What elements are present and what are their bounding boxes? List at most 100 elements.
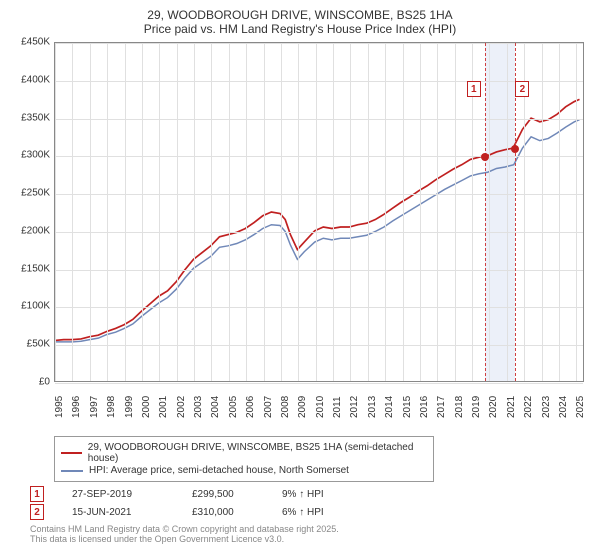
- gridline-v: [177, 43, 178, 381]
- series-price_paid: [55, 99, 580, 340]
- gridline-v: [420, 43, 421, 381]
- sale-dashed-line: [485, 43, 486, 381]
- sale-price: £310,000: [192, 507, 282, 518]
- gridline-v: [385, 43, 386, 381]
- chart-container: 29, WOODBOROUGH DRIVE, WINSCOMBE, BS25 1…: [0, 0, 600, 548]
- gridline-v: [194, 43, 195, 381]
- y-tick-label: £100K: [21, 301, 50, 312]
- x-tick-label: 2000: [141, 396, 152, 418]
- title-address: 29, WOODBOROUGH DRIVE, WINSCOMBE, BS25 1…: [10, 8, 590, 22]
- sale-number-badge: 1: [30, 486, 44, 502]
- x-tick-label: 2022: [523, 396, 534, 418]
- x-tick-label: 2023: [541, 396, 552, 418]
- x-tick-label: 2001: [158, 396, 169, 418]
- x-tick-label: 2015: [402, 396, 413, 418]
- gridline-v: [316, 43, 317, 381]
- plot-area: 12: [54, 42, 584, 382]
- gridline-v: [298, 43, 299, 381]
- y-tick-label: £450K: [21, 37, 50, 48]
- legend-text: HPI: Average price, semi-detached house,…: [89, 465, 349, 476]
- x-tick-label: 2012: [349, 396, 360, 418]
- gridline-v: [142, 43, 143, 381]
- sale-row: 215-JUN-2021£310,0006% ↑ HPI: [30, 504, 590, 520]
- gridline-h: [55, 156, 583, 157]
- x-axis-ticks: 1995199619971998199920002001200220032004…: [54, 402, 584, 432]
- legend-text: 29, WOODBOROUGH DRIVE, WINSCOMBE, BS25 1…: [88, 442, 427, 464]
- x-tick-label: 2007: [263, 396, 274, 418]
- gridline-v: [281, 43, 282, 381]
- x-tick-label: 2011: [332, 396, 343, 418]
- sale-delta: 6% ↑ HPI: [282, 507, 362, 518]
- gridline-v: [559, 43, 560, 381]
- gridline-v: [159, 43, 160, 381]
- legend: 29, WOODBOROUGH DRIVE, WINSCOMBE, BS25 1…: [54, 436, 434, 482]
- x-tick-label: 2004: [210, 396, 221, 418]
- footer-line1: Contains HM Land Registry data © Crown c…: [30, 524, 590, 534]
- gridline-v: [55, 43, 56, 381]
- gridline-h: [55, 81, 583, 82]
- gridline-v: [333, 43, 334, 381]
- sale-date: 27-SEP-2019: [72, 489, 192, 500]
- sale-marker-label: 2: [515, 81, 529, 97]
- x-tick-label: 2003: [193, 396, 204, 418]
- series-hpi: [55, 120, 580, 342]
- gridline-v: [107, 43, 108, 381]
- sale-marker-label: 1: [467, 81, 481, 97]
- sale-marker-dot: [511, 145, 519, 153]
- gridline-v: [437, 43, 438, 381]
- x-tick-label: 2002: [176, 396, 187, 418]
- plot-container: £0£50K£100K£150K£200K£250K£300K£350K£400…: [10, 42, 590, 402]
- gridline-v: [125, 43, 126, 381]
- y-tick-label: £50K: [27, 339, 50, 350]
- gridline-h: [55, 119, 583, 120]
- sales-table: 127-SEP-2019£299,5009% ↑ HPI215-JUN-2021…: [30, 486, 590, 520]
- sale-delta: 9% ↑ HPI: [282, 489, 362, 500]
- x-tick-label: 2025: [575, 396, 586, 418]
- y-tick-label: £400K: [21, 74, 50, 85]
- y-tick-label: £150K: [21, 263, 50, 274]
- title-subtitle: Price paid vs. HM Land Registry's House …: [10, 22, 590, 36]
- gridline-v: [542, 43, 543, 381]
- x-tick-label: 2018: [454, 396, 465, 418]
- x-tick-label: 2019: [471, 396, 482, 418]
- sale-date: 15-JUN-2021: [72, 507, 192, 518]
- x-tick-label: 1998: [106, 396, 117, 418]
- legend-swatch: [61, 452, 82, 454]
- gridline-h: [55, 232, 583, 233]
- x-tick-label: 1999: [124, 396, 135, 418]
- chart-title: 29, WOODBOROUGH DRIVE, WINSCOMBE, BS25 1…: [10, 8, 590, 36]
- gridline-v: [507, 43, 508, 381]
- x-tick-label: 1996: [71, 396, 82, 418]
- x-tick-label: 2013: [367, 396, 378, 418]
- x-tick-label: 2020: [488, 396, 499, 418]
- y-tick-label: £250K: [21, 188, 50, 199]
- x-tick-label: 2016: [419, 396, 430, 418]
- gridline-v: [211, 43, 212, 381]
- x-tick-label: 1997: [89, 396, 100, 418]
- y-tick-label: £200K: [21, 225, 50, 236]
- x-tick-label: 1995: [54, 396, 65, 418]
- gridline-h: [55, 194, 583, 195]
- gridline-v: [264, 43, 265, 381]
- legend-swatch: [61, 470, 83, 472]
- gridline-v: [576, 43, 577, 381]
- gridline-v: [229, 43, 230, 381]
- gridline-v: [246, 43, 247, 381]
- gridline-h: [55, 307, 583, 308]
- gridline-v: [90, 43, 91, 381]
- gridline-h: [55, 383, 583, 384]
- y-tick-label: £300K: [21, 150, 50, 161]
- gridline-v: [350, 43, 351, 381]
- sale-row: 127-SEP-2019£299,5009% ↑ HPI: [30, 486, 590, 502]
- x-tick-label: 2010: [315, 396, 326, 418]
- x-tick-label: 2006: [245, 396, 256, 418]
- gridline-h: [55, 43, 583, 44]
- x-tick-label: 2014: [384, 396, 395, 418]
- gridline-v: [368, 43, 369, 381]
- gridline-v: [489, 43, 490, 381]
- x-tick-label: 2021: [506, 396, 517, 418]
- gridline-v: [403, 43, 404, 381]
- gridline-h: [55, 345, 583, 346]
- x-tick-label: 2005: [228, 396, 239, 418]
- chart-lines-svg: [55, 43, 583, 381]
